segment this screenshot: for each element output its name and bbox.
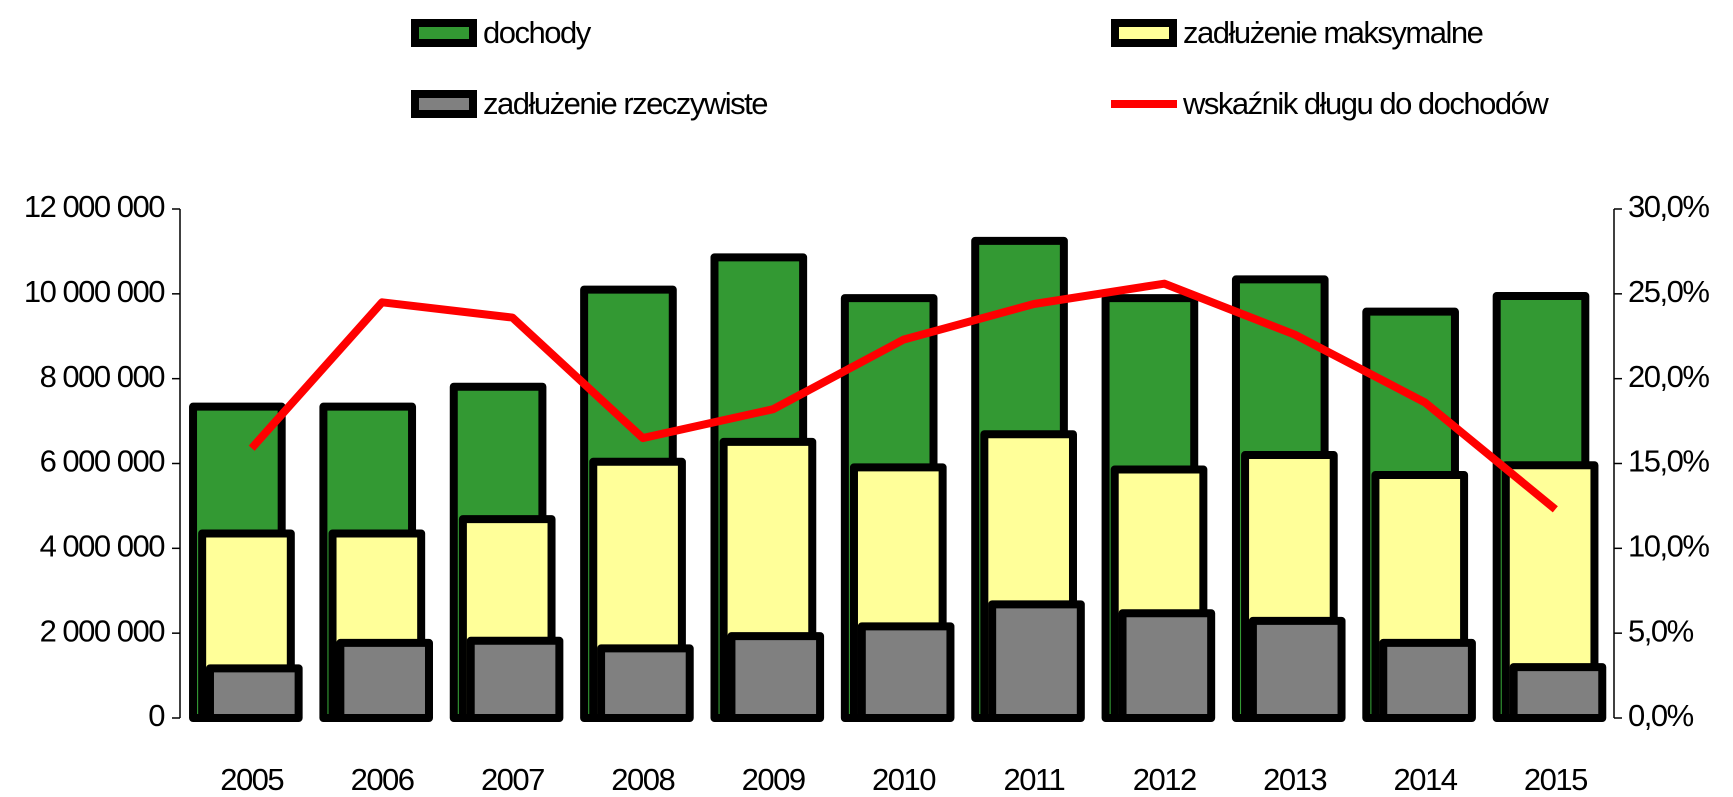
- y-tick-label: 6 000 000: [40, 444, 166, 479]
- bar: [597, 644, 694, 722]
- legend-label: dochody: [483, 15, 592, 50]
- y-tick-label: 8 000 000: [40, 359, 166, 394]
- y2-tick-label: 25,0%: [1628, 274, 1709, 309]
- bar: [857, 622, 955, 723]
- y-tick-label: 2 000 000: [40, 613, 166, 648]
- x-tick-label: 2012: [1133, 762, 1196, 797]
- y2-tick-label: 10,0%: [1628, 529, 1709, 564]
- y-tick-label: 10 000 000: [24, 274, 165, 309]
- x-tick-label: 2008: [611, 762, 674, 797]
- bar: [466, 636, 564, 723]
- bar: [727, 632, 825, 722]
- x-tick-label: 2007: [481, 762, 544, 797]
- legend-label: zadłużenie maksymalne: [1183, 15, 1483, 50]
- x-tick-label: 2009: [742, 762, 805, 797]
- bar: [205, 664, 303, 722]
- legend-label: zadłużenie rzeczywiste: [483, 86, 767, 121]
- y-tick-label: 12 000 000: [24, 189, 165, 224]
- x-tick-label: 2013: [1263, 762, 1326, 797]
- x-tick-label: 2011: [1004, 762, 1065, 797]
- legend-swatch: [1111, 19, 1177, 47]
- y-tick-label: 0: [148, 698, 165, 733]
- x-tick-label: 2006: [351, 762, 414, 797]
- x-tick-label: 2014: [1393, 762, 1457, 797]
- x-tick-label: 2015: [1524, 762, 1587, 797]
- y2-tick-label: 5,0%: [1628, 613, 1694, 648]
- y2-tick-label: 30,0%: [1628, 189, 1709, 224]
- line: [248, 279, 1558, 513]
- bar: [336, 638, 433, 722]
- y2-tick-label: 15,0%: [1628, 444, 1709, 479]
- x-tick-label: 2005: [220, 762, 283, 797]
- legend-label: wskaźnik długu do dochodów: [1182, 86, 1549, 121]
- bar: [1509, 663, 1607, 722]
- y-tick-label: 4 000 000: [40, 529, 166, 564]
- bar: [988, 600, 1085, 722]
- x-tick-label: 2010: [872, 762, 936, 797]
- y2-tick-label: 0,0%: [1628, 698, 1694, 733]
- bar: [1248, 616, 1346, 723]
- bar: [1118, 609, 1216, 722]
- y2-tick-label: 20,0%: [1628, 359, 1709, 394]
- legend-swatch: [411, 19, 477, 47]
- legend-swatch: [411, 90, 477, 118]
- bar: [1379, 638, 1476, 722]
